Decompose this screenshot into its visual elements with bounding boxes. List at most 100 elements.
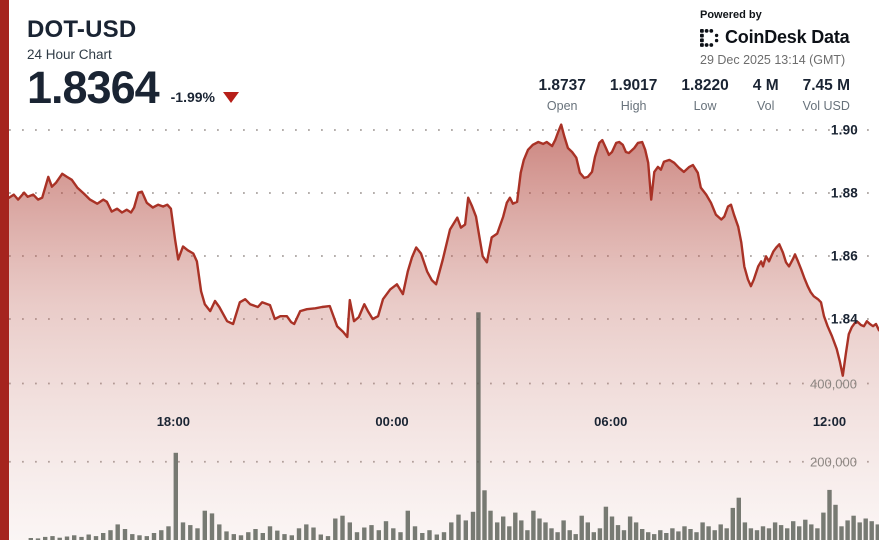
volume-bar <box>531 510 536 540</box>
volume-bar <box>501 516 506 540</box>
volume-bar <box>646 532 651 540</box>
volume-bar <box>609 516 615 540</box>
volume-bar <box>231 534 236 540</box>
volume-bar <box>785 528 790 540</box>
volume-bar <box>513 512 518 540</box>
volume-bar <box>676 531 681 540</box>
volume-bar <box>507 526 512 540</box>
volume-bar <box>597 528 603 540</box>
stat-low-label: Low <box>693 99 717 113</box>
volume-bar <box>652 534 657 540</box>
stat-vol: 4 M Vol <box>753 77 779 113</box>
volume-bar <box>476 312 481 540</box>
stat-vol-usd-label: Vol USD <box>802 99 850 113</box>
volume-bar <box>488 510 493 540</box>
volume-bar <box>863 518 868 540</box>
volume-bar <box>137 535 142 540</box>
volume-bar <box>224 531 229 540</box>
volume-bar <box>130 534 135 540</box>
volume-bar <box>35 538 41 540</box>
volume-bar <box>591 532 596 540</box>
volume-bar <box>615 525 621 540</box>
coindesk-logo-text: CoinDesk Data <box>725 27 850 47</box>
volume-bar <box>827 489 832 540</box>
volume-bar <box>851 515 856 540</box>
volume-bar <box>712 530 717 540</box>
volume-bar <box>333 518 338 540</box>
volume-bar <box>289 535 294 540</box>
volume-bar <box>772 522 778 540</box>
volume-bar <box>688 529 693 540</box>
volume-bar <box>766 528 772 540</box>
volume-bar <box>778 525 784 540</box>
volume-bar <box>815 528 820 540</box>
stat-vol-usd: 7.45 M Vol USD <box>803 77 850 113</box>
stat-open-value: 1.8737 <box>538 77 586 94</box>
volume-bar <box>748 528 754 540</box>
volume-bar <box>267 526 273 540</box>
volume-bar <box>791 521 796 540</box>
volume-bar <box>857 522 862 540</box>
left-accent-bar <box>0 0 9 540</box>
volume-bar <box>633 522 639 540</box>
stat-vol-value: 4 M <box>752 77 779 94</box>
volume-bar <box>108 530 113 540</box>
volume-bar <box>253 529 258 540</box>
volume-bar <box>482 490 487 540</box>
volume-bar <box>567 530 572 540</box>
volume-bar <box>664 533 669 540</box>
price-line <box>7 123 879 377</box>
volume-bar <box>144 536 149 540</box>
current-price-row: 1.8364 -1.99% <box>27 65 239 110</box>
volume-bar <box>166 526 171 540</box>
volume-bar <box>821 512 826 540</box>
volume-bar <box>549 528 554 540</box>
volume-bar <box>115 524 120 540</box>
volume-bar <box>318 534 323 540</box>
volume-bar <box>470 511 476 540</box>
volume-bar <box>347 522 352 540</box>
volume-bar <box>621 530 627 540</box>
volume-bar <box>362 527 367 540</box>
volume-bar <box>260 533 265 540</box>
volume-bar <box>627 516 633 540</box>
volume-bar <box>376 530 381 540</box>
volume-bar <box>730 507 735 540</box>
volume-bar <box>304 524 309 540</box>
volume-bar <box>754 530 760 540</box>
volume-bar <box>151 533 157 540</box>
volume-bar <box>555 532 560 540</box>
stat-open-label: Open <box>546 99 578 113</box>
volume-bar <box>579 515 584 540</box>
volume-bar <box>325 536 331 540</box>
stat-open: 1.8737 Open <box>539 77 586 113</box>
volume-bar <box>694 532 699 540</box>
volume-bar <box>736 497 741 540</box>
volume-bar <box>64 536 70 540</box>
volume-bar <box>706 526 711 540</box>
stat-vol-label: Vol <box>756 99 775 113</box>
chart-timestamp: 29 Dec 2025 13:14 (GMT) <box>700 53 846 67</box>
volume-bar <box>72 535 77 540</box>
volume-bar <box>682 526 687 540</box>
volume-bar <box>195 528 200 540</box>
price-change-percent: -1.99% <box>170 89 215 105</box>
coindesk-logo-icon <box>700 28 719 47</box>
volume-bar <box>724 528 729 540</box>
volume-bar <box>573 534 578 540</box>
volume-bar <box>525 530 530 540</box>
stat-high-label: High <box>620 99 647 113</box>
volume-bar <box>449 522 454 540</box>
volume-bar <box>718 524 723 540</box>
coindesk-logo: CoinDesk Data <box>700 27 870 48</box>
volume-bar <box>427 530 432 540</box>
volume-bar <box>282 534 287 540</box>
volume-bar <box>420 533 425 540</box>
volume-bar <box>173 452 178 540</box>
volume-bar <box>700 522 705 540</box>
volume-bar <box>441 532 447 540</box>
volume-bar <box>561 520 566 540</box>
volume-bar <box>585 522 590 540</box>
volume-bar <box>797 526 802 540</box>
